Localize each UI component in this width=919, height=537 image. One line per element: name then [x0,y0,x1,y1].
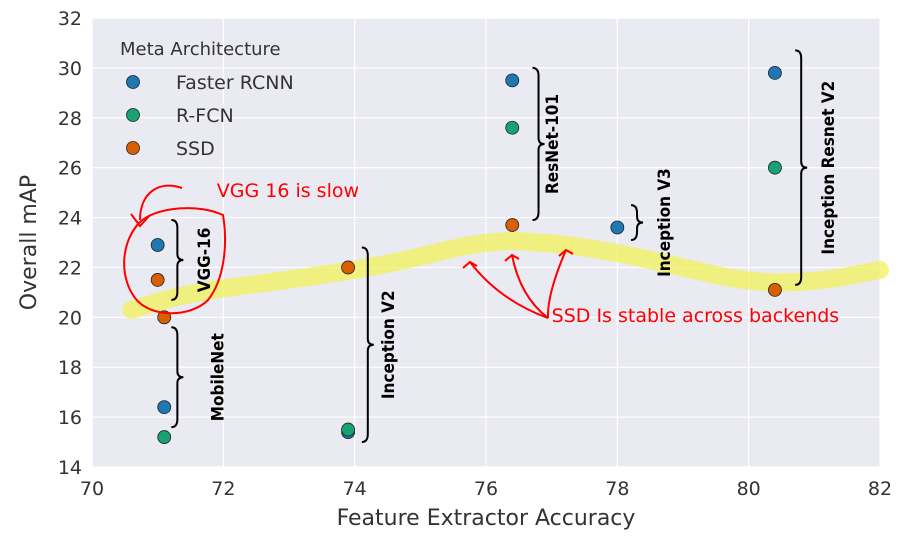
x-tick-label: 82 [868,478,892,500]
annotation-arrow [511,254,549,319]
y-tick-label: 14 [58,457,82,479]
annotation-arrow [139,184,183,221]
y-tick-label: 26 [58,158,82,180]
y-tick-label: 20 [58,307,82,329]
y-tick-label: 28 [58,108,82,130]
highlight-curve [122,232,889,319]
bracket-label: MobileNet [208,333,228,421]
x-tick-label: 70 [80,478,104,500]
legend-entry: SSD [176,138,215,160]
x-tick-label: 72 [211,478,235,500]
data-point [505,73,520,88]
bracket [795,49,808,286]
bracket-label: ResNet-101 [543,94,563,194]
y-tick-label: 22 [58,257,82,279]
data-point [157,400,172,415]
data-point [341,422,356,437]
annotation-arrowhead [504,253,520,262]
data-point [610,220,625,235]
annotation-text: SSD Is stable across backends [552,305,840,327]
y-tick-label: 32 [58,8,82,30]
data-point [150,238,165,252]
annotation-arrowhead [462,260,478,269]
annotation-arrowhead [558,248,574,257]
data-point [341,260,356,275]
y-tick-label: 16 [58,407,82,429]
x-tick-label: 80 [737,478,761,500]
data-point [768,65,782,80]
x-tick-label: 78 [605,478,629,500]
bracket-label: Inception V2 [379,290,399,399]
x-tick-label: 76 [474,478,498,500]
data-point [150,273,165,287]
annotation-arrow [546,249,567,319]
bracket [532,66,545,222]
bracket-label: Inception V3 [655,168,675,277]
bracket-label: VGG-16 [195,228,215,293]
y-axis-label: Overall mAP [17,175,42,310]
legend-marker [126,75,140,89]
bracket-label: Inception Resnet V2 [819,81,839,255]
annotation-circle [123,207,226,315]
legend-marker [126,141,140,155]
data-point [505,120,520,135]
data-point [157,430,172,444]
data-point [505,218,520,232]
data-point [768,160,782,175]
x-tick-label: 74 [343,478,367,500]
annotation-arrowhead [130,213,151,228]
y-tick-label: 24 [58,208,82,230]
legend-entry: Faster RCNN [176,72,294,94]
annotation-text: VGG 16 is slow [217,180,359,202]
bracket [630,204,644,242]
legend-title: Meta Architecture [120,39,281,60]
x-axis-label: Feature Extractor Accuracy [337,506,636,531]
data-point [768,282,782,297]
bracket [361,246,374,444]
legend-entry: R-FCN [176,105,234,127]
annotation-arrow [469,261,549,319]
y-tick-label: 18 [58,357,82,379]
y-tick-label: 30 [58,58,82,80]
legend-marker [126,108,140,122]
